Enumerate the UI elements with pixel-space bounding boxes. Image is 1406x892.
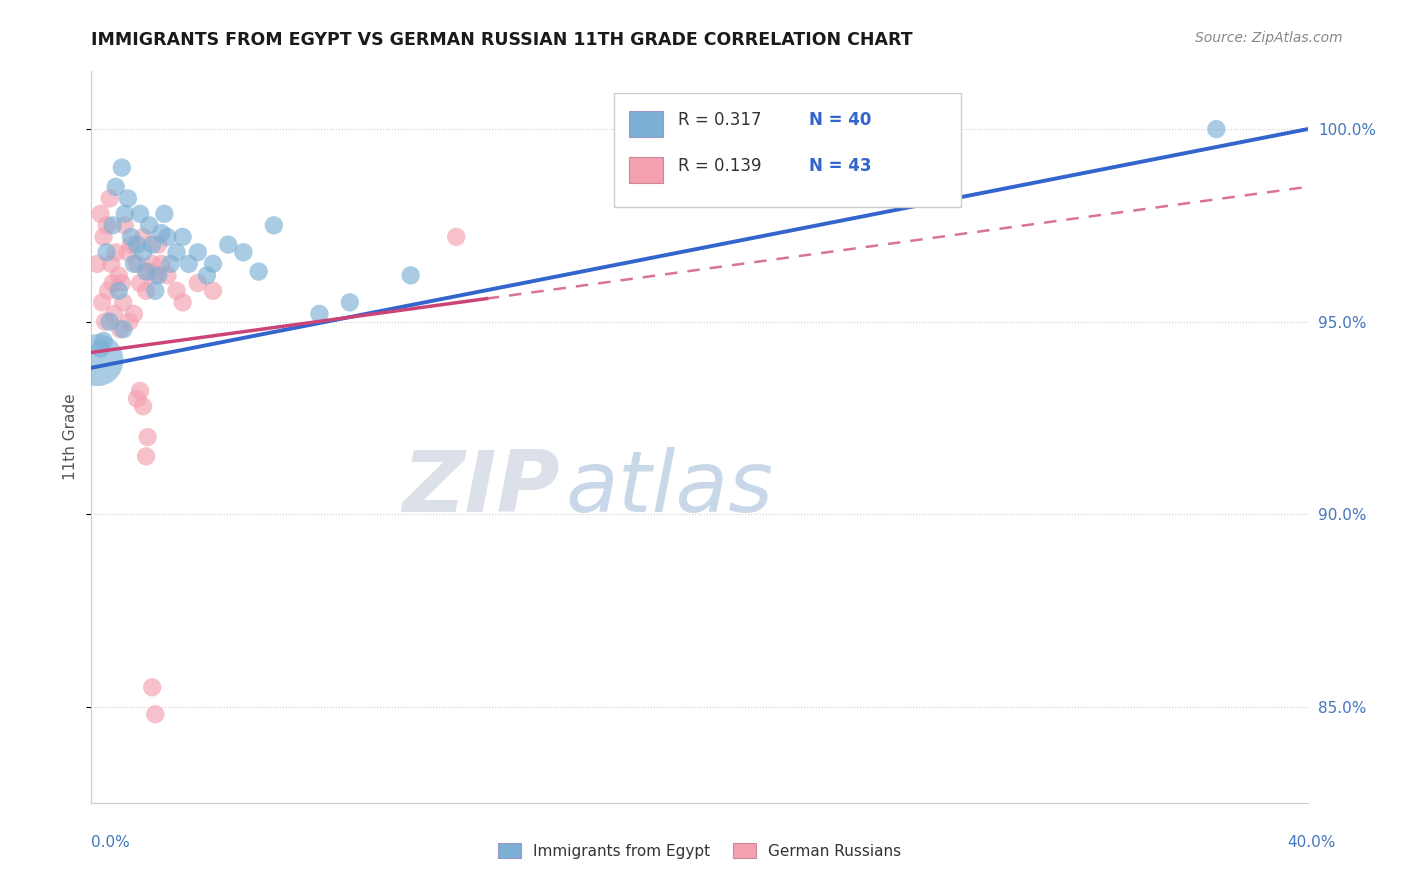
Text: IMMIGRANTS FROM EGYPT VS GERMAN RUSSIAN 11TH GRADE CORRELATION CHART: IMMIGRANTS FROM EGYPT VS GERMAN RUSSIAN … — [91, 31, 912, 49]
Point — [141, 257, 163, 271]
Point — [153, 207, 176, 221]
Point — [138, 264, 160, 278]
Point — [114, 207, 136, 221]
Point — [91, 295, 114, 310]
Point — [187, 276, 209, 290]
Point — [89, 342, 111, 356]
Point — [96, 219, 118, 233]
Point — [86, 353, 108, 368]
Point — [125, 392, 148, 406]
Text: 0.0%: 0.0% — [91, 836, 131, 850]
Text: R = 0.317: R = 0.317 — [678, 112, 761, 129]
Point — [101, 276, 124, 290]
Point — [107, 284, 129, 298]
Point — [247, 264, 270, 278]
Point — [148, 268, 170, 283]
Point — [399, 268, 422, 283]
Point — [103, 307, 125, 321]
Point — [444, 230, 467, 244]
Point — [202, 257, 225, 271]
Point — [97, 284, 120, 298]
Point — [141, 237, 163, 252]
Point — [156, 268, 179, 283]
Point — [111, 161, 134, 175]
Point — [122, 307, 145, 321]
Point — [96, 245, 118, 260]
Point — [110, 322, 132, 336]
Point — [202, 284, 225, 298]
Point — [93, 334, 115, 348]
Point — [148, 237, 170, 252]
Point — [132, 230, 155, 244]
Point — [112, 295, 135, 310]
Point — [89, 207, 111, 221]
Point — [125, 237, 148, 252]
Point — [111, 276, 134, 290]
Point — [98, 315, 121, 329]
Point — [166, 245, 188, 260]
Point — [112, 322, 135, 336]
Point — [129, 276, 152, 290]
Point — [172, 295, 194, 310]
Point — [93, 230, 115, 244]
Point — [101, 219, 124, 233]
Point — [1205, 122, 1227, 136]
Point — [104, 179, 127, 194]
Point — [308, 307, 330, 321]
Point — [107, 268, 129, 283]
Point — [100, 257, 122, 271]
Point — [138, 219, 160, 233]
Text: N = 43: N = 43 — [808, 158, 872, 176]
Y-axis label: 11th Grade: 11th Grade — [63, 393, 79, 481]
Bar — [614, 94, 960, 207]
Point — [136, 430, 159, 444]
Bar — [628, 111, 664, 137]
Point — [132, 399, 155, 413]
Point — [94, 315, 117, 329]
Point — [150, 226, 173, 240]
Point — [86, 257, 108, 271]
Point — [122, 257, 145, 271]
Point — [135, 264, 157, 278]
Point — [98, 191, 121, 205]
Text: 40.0%: 40.0% — [1288, 836, 1336, 850]
Text: N = 40: N = 40 — [808, 112, 872, 129]
Point — [187, 245, 209, 260]
Point — [104, 245, 127, 260]
Point — [166, 284, 188, 298]
Point — [125, 257, 148, 271]
Point — [339, 295, 361, 310]
Point — [263, 219, 285, 233]
Point — [129, 207, 152, 221]
Bar — [628, 157, 664, 183]
Point — [120, 237, 142, 252]
Text: atlas: atlas — [565, 447, 773, 530]
Point — [135, 284, 157, 298]
Point — [156, 230, 179, 244]
Point — [195, 268, 218, 283]
Point — [117, 245, 139, 260]
Point — [150, 257, 173, 271]
Point — [232, 245, 254, 260]
Text: Source: ZipAtlas.com: Source: ZipAtlas.com — [1195, 31, 1343, 45]
Point — [159, 257, 181, 271]
Legend: Immigrants from Egypt, German Russians: Immigrants from Egypt, German Russians — [492, 837, 907, 864]
Point — [118, 315, 141, 329]
Point — [217, 237, 239, 252]
Point — [143, 268, 166, 283]
Point — [143, 707, 166, 722]
Text: R = 0.139: R = 0.139 — [678, 158, 761, 176]
Text: ZIP: ZIP — [402, 447, 560, 530]
Point — [172, 230, 194, 244]
Point — [132, 245, 155, 260]
Point — [143, 284, 166, 298]
Point — [177, 257, 200, 271]
Point — [135, 450, 157, 464]
Point — [114, 219, 136, 233]
Point — [141, 681, 163, 695]
Point — [129, 384, 152, 398]
Point — [120, 230, 142, 244]
Point — [117, 191, 139, 205]
